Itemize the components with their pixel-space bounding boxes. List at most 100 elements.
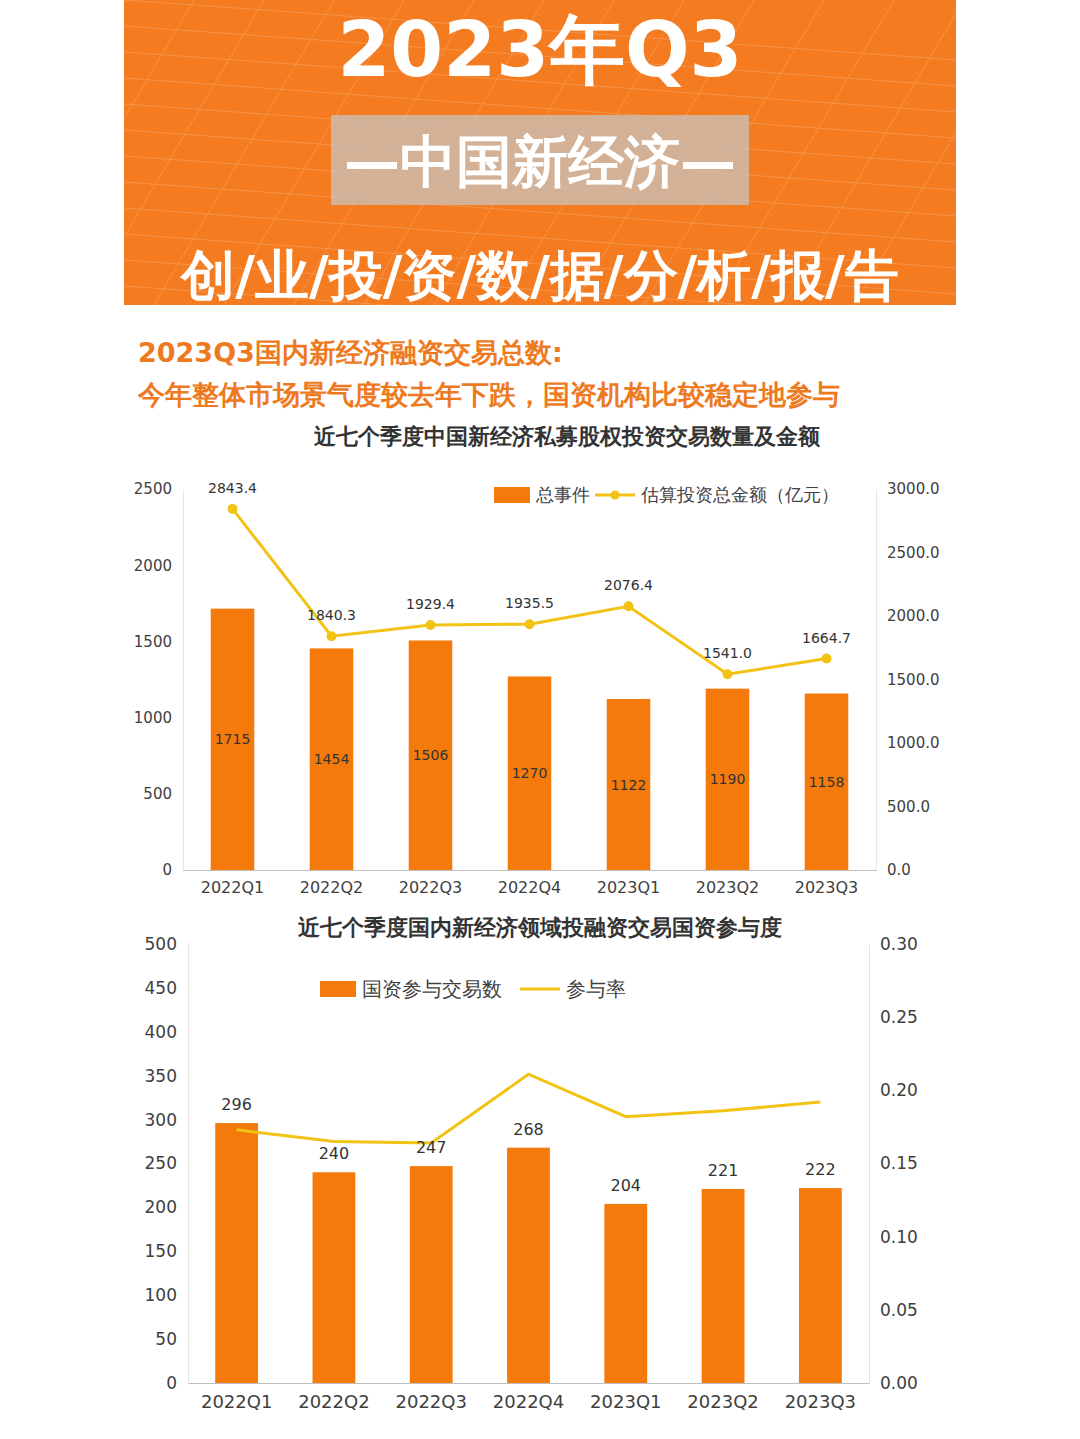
x-tick-label: 2023Q1 [597,878,661,897]
y2-tick: 0.00 [869,1373,918,1393]
line-marker [327,631,337,641]
y-tick-label: 500 [145,934,177,954]
x-tick-label: 2022Q2 [298,1391,369,1412]
bar [799,1188,842,1383]
bar-label: 1715 [215,731,251,747]
legend-label: 参与率 [566,977,626,1001]
y2-tick-label: 3000.0 [887,480,940,498]
y-tick-label: 1000 [134,709,172,727]
line-label: 2076.4 [604,577,653,593]
line-marker [822,654,832,664]
y-tick-label: 50 [155,1329,177,1349]
bar [604,1204,647,1383]
y-tick-label: 150 [145,1241,177,1261]
x-tick: 2022Q2 [298,1383,369,1412]
y2-tick: 0.15 [869,1153,918,1173]
y2-tick-label: 500.0 [887,798,930,816]
y-tick: 350 [145,1066,188,1086]
headline: 今年整体市场景气度较去年下跌，国资机构比较稳定地参与 [137,379,840,410]
y2-tick: 0.10 [869,1227,918,1247]
bar-label: 1270 [512,765,548,781]
y-tick: 500 [143,785,183,803]
x-tick: 2023Q2 [687,1383,758,1412]
x-tick-label: 2022Q4 [493,1391,564,1412]
y-tick: 1000 [134,709,183,727]
plot-marks [211,504,849,870]
bar [607,699,651,870]
x-tick-label: 2023Q2 [696,878,760,897]
y2-axis-line [876,490,877,871]
bar-label: 204 [611,1176,642,1195]
y-tick: 2500 [134,480,183,498]
x-tick-label: 2023Q3 [785,1391,856,1412]
banner-pattern [0,0,1034,398]
bar [313,1172,356,1383]
headline: 2023Q3国内新经济融资交易总数: [138,337,563,368]
legend-item: 国资参与交易数 [320,977,502,1001]
x-tick-label: 2022Q1 [201,878,265,897]
bar-label: 247 [416,1138,447,1157]
legend-swatch [520,988,560,991]
bar [507,1148,550,1383]
x-tick: 2022Q3 [399,870,463,897]
x-tick-label: 2022Q2 [300,878,364,897]
y2-tick: 500.0 [876,798,930,816]
x-tick: 2022Q4 [493,1383,564,1412]
line-marker [624,601,634,611]
bar [215,1123,258,1383]
y-tick: 2000 [134,557,183,575]
legend-label: 估算投资总金额（亿元） [640,484,839,505]
y2-tick: 0.0 [876,861,911,879]
y-tick: 250 [145,1153,188,1173]
line-marker [723,669,733,679]
y-tick-label: 1500 [134,633,172,651]
y-tick-label: 250 [145,1153,177,1173]
banner: 2023年Q3—中国新经济—创/业/投/资/数/据/分/析/报/告 [0,0,1034,398]
banner-subtitle: —中国新经济— [344,129,736,194]
pattern-line [124,312,956,372]
bar [310,648,354,870]
y-tick-label: 0 [162,861,172,879]
y-tick: 500 [145,934,188,954]
bar [211,609,255,870]
x-tick-label: 2023Q1 [590,1391,661,1412]
y2-tick: 2500.0 [876,544,940,562]
bar-label: 296 [221,1095,252,1114]
y2-tick: 0.25 [869,1007,918,1027]
line-label: 1840.3 [307,607,356,623]
line [233,509,827,674]
bar [805,694,849,870]
line-marker [426,620,436,630]
x-tick: 2023Q3 [785,1383,856,1412]
data-labels: 296240247268204221222 [221,1095,835,1195]
y2-tick-label: 2500.0 [887,544,940,562]
x-axis: 2022Q12022Q22022Q32022Q42023Q12023Q22023… [184,870,877,897]
y2-axis: 0.000.050.100.150.200.250.30 [869,934,918,1393]
bar-label: 1158 [809,774,845,790]
legend-item: 估算投资总金额（亿元） [595,484,839,505]
bar-label: 1454 [314,751,350,767]
line-label: 1541.0 [703,645,752,661]
y-tick: 400 [145,1022,188,1042]
y-tick: 0 [162,861,183,879]
y2-tick: 1000.0 [876,734,940,752]
y2-tick: 3000.0 [876,480,940,498]
y2-tick-label: 0.05 [880,1300,918,1320]
y2-tick: 2000.0 [876,607,940,625]
bar-label: 268 [513,1120,544,1139]
x-tick-label: 2023Q3 [795,878,859,897]
y-tick: 0 [166,1373,188,1393]
y-tick: 50 [155,1329,188,1349]
y-tick: 450 [145,978,188,998]
y-tick-label: 350 [145,1066,177,1086]
y2-tick-label: 1000.0 [887,734,940,752]
x-tick: 2023Q1 [597,870,661,897]
bar-label: 1122 [611,777,647,793]
y2-axis-line [869,945,870,1384]
bar [508,676,552,870]
line-marker [228,504,238,514]
bar [706,689,750,870]
legend-swatch [320,981,356,997]
legend-label: 国资参与交易数 [362,977,502,1001]
y-axis: 0 500 1000 1500 2000 2500 [134,480,184,879]
